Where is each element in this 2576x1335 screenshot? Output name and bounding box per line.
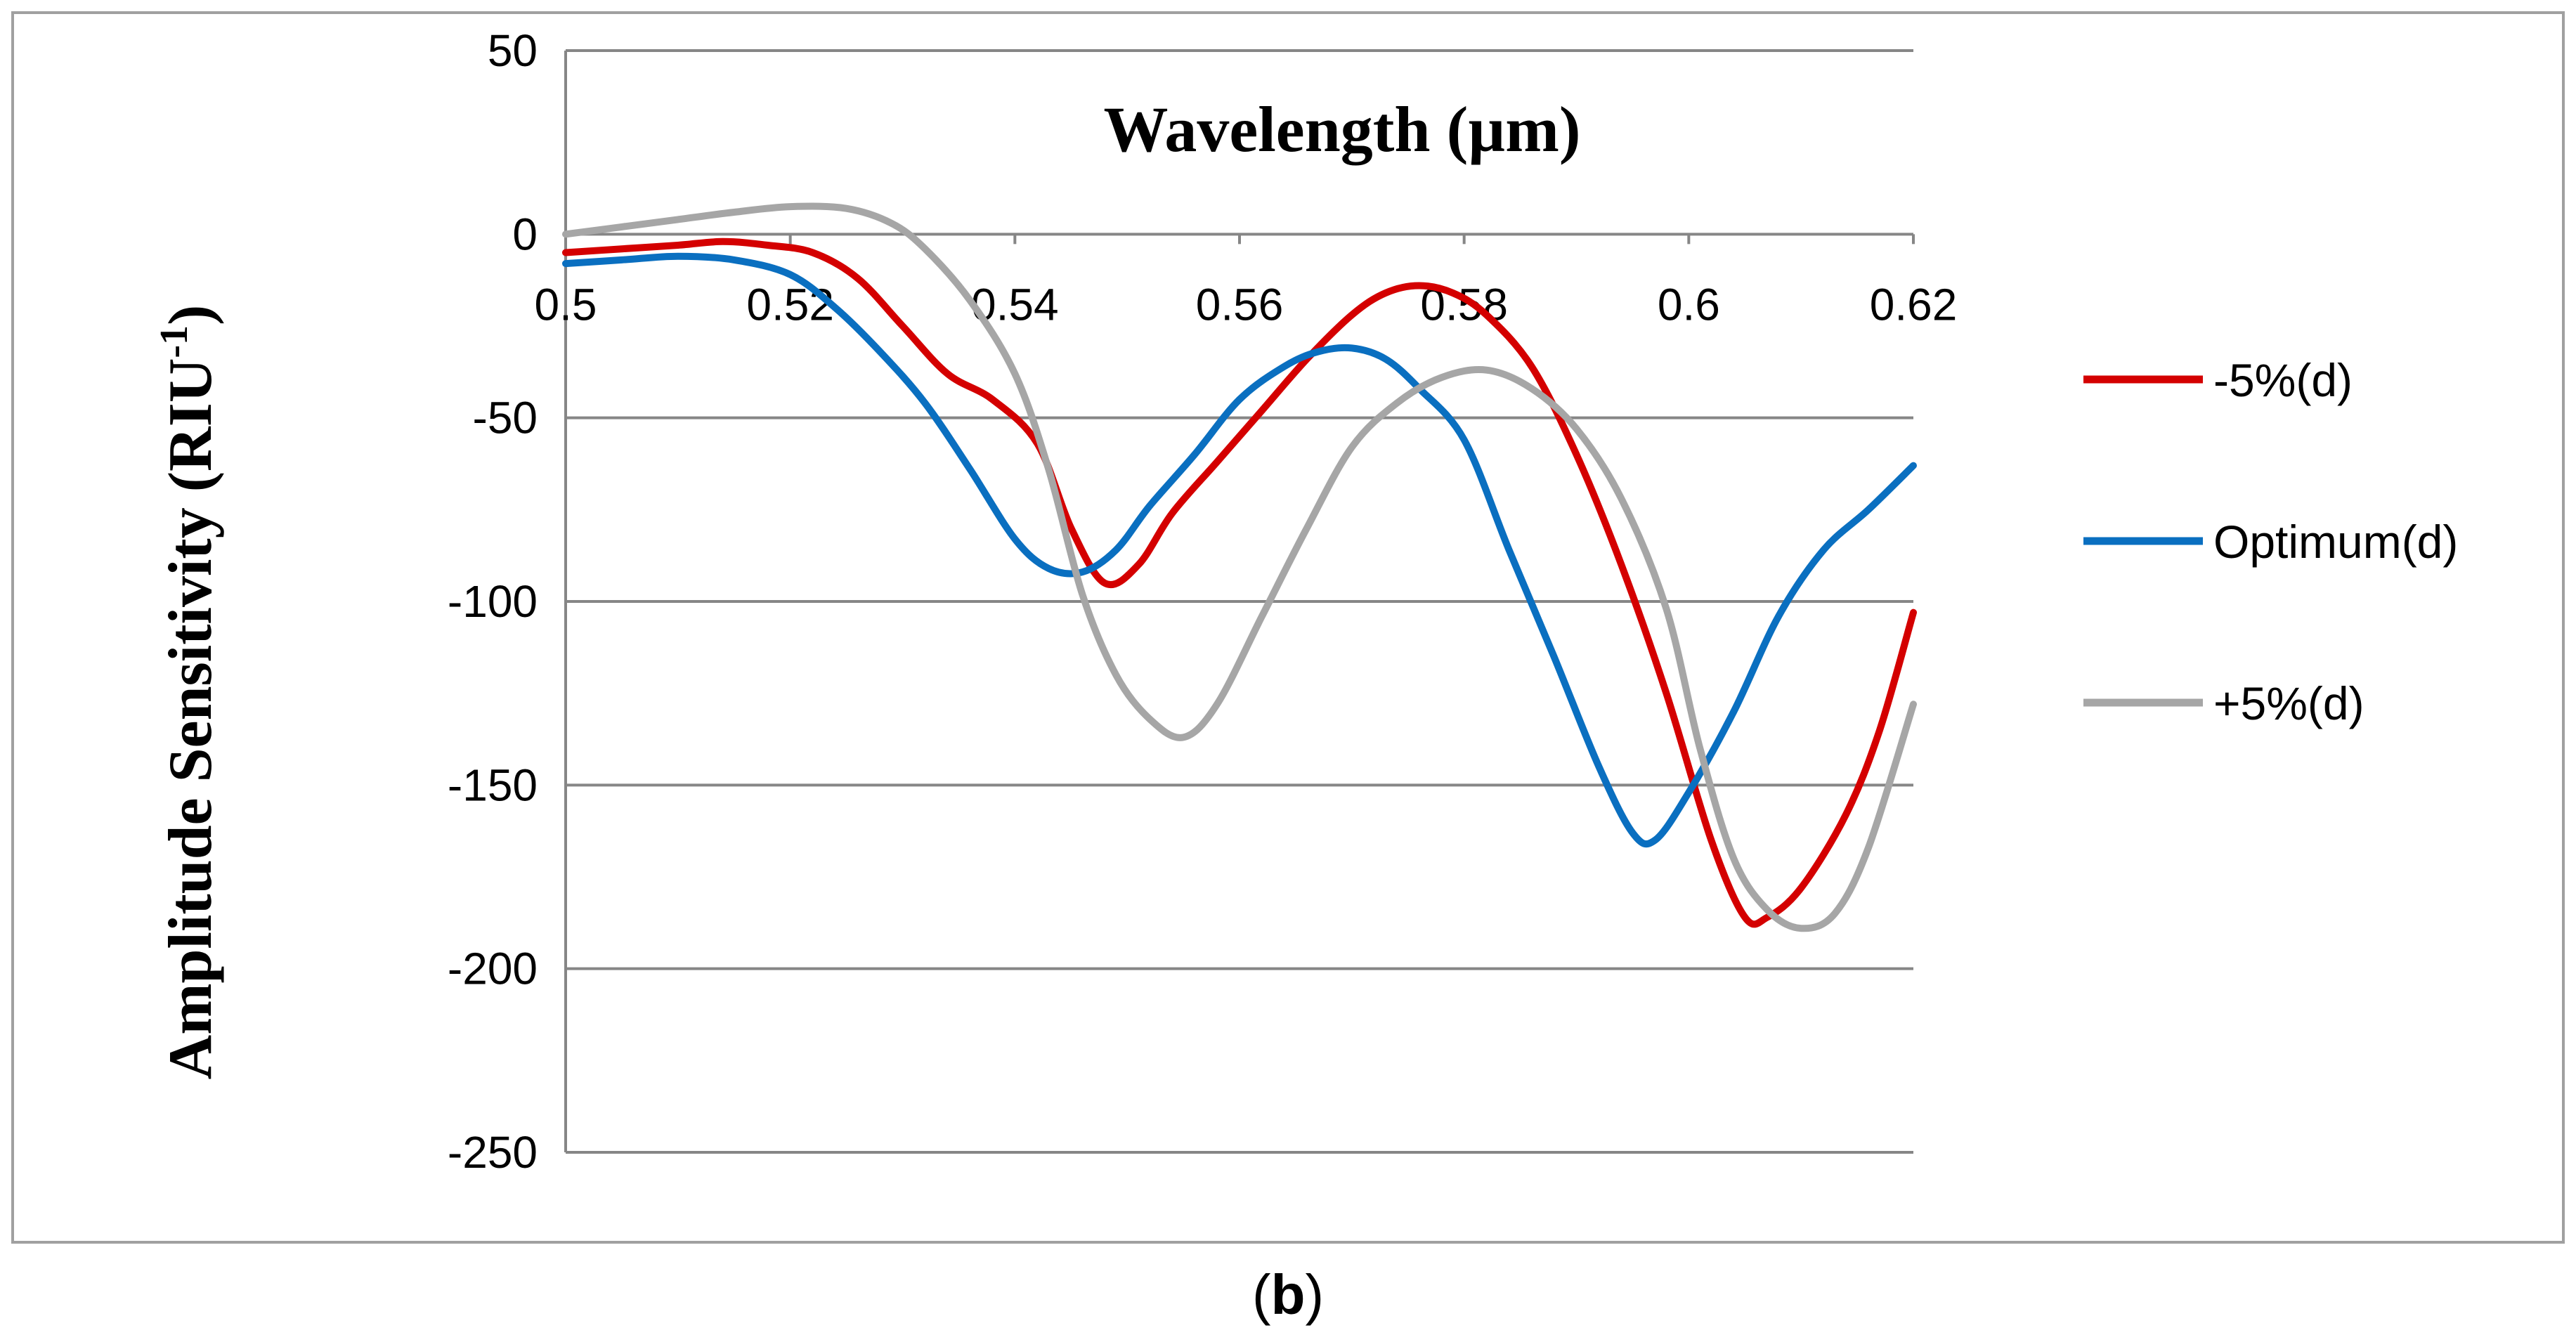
figure-frame: [11, 11, 2565, 1244]
y-tick-label: -150: [448, 760, 538, 810]
y-axis-label-close: ): [157, 305, 225, 325]
series-line-5-d: [562, 237, 1917, 928]
y-tick-label: 0: [512, 209, 538, 259]
y-axis-label-superscript: -1: [152, 325, 196, 358]
plot-area: 0.5 0.52 0.54 0.56 0.58 0.6 0.62 500-50-100-15…: [448, 25, 1957, 1178]
figure-caption: (b): [1252, 1263, 1324, 1326]
y-tick-label: -200: [448, 944, 538, 994]
x-axis-ticks: 0.5 0.52 0.54 0.56 0.58 0.6 0.62: [535, 234, 1958, 330]
y-axis-label: Amplitude Sensitivity (RIU-1): [152, 305, 225, 1080]
y-tick-label: -50: [473, 393, 538, 443]
y-tick-label: -100: [448, 576, 538, 627]
y-axis-ticks: 50 0 -50 -100 -150 -200 -250: [448, 25, 538, 1178]
y-axis-label-main: Amplitude Sensitivity (RIU: [157, 358, 225, 1080]
series-line-5-d: [562, 202, 1917, 932]
series-line-optimum-d: [562, 252, 1917, 848]
caption-letter: b: [1271, 1263, 1306, 1326]
legend-label-5-d: -5%(d): [2213, 354, 2353, 406]
x-tick-label: 0.5: [535, 279, 597, 330]
x-tick-label: 0.56: [1196, 279, 1284, 330]
legend-label-optimum-d: Optimum(d): [2213, 516, 2458, 568]
x-tick-label: 0.52: [746, 279, 834, 330]
legend: -5%(d) Optimum(d) +5%(d): [2083, 354, 2458, 729]
legend-label-5-d: +5%(d): [2213, 677, 2364, 729]
caption-open-paren: (: [1252, 1263, 1271, 1326]
x-tick-label: 0.6: [1658, 279, 1720, 330]
y-tick-label: 50: [488, 25, 538, 76]
x-tick-label: 0.62: [1870, 279, 1958, 330]
caption-close-paren: ): [1305, 1263, 1324, 1326]
chart-title: Wavelength (µm): [1103, 93, 1580, 165]
y-tick-label: -250: [448, 1127, 538, 1178]
series-lines: [562, 202, 1917, 932]
